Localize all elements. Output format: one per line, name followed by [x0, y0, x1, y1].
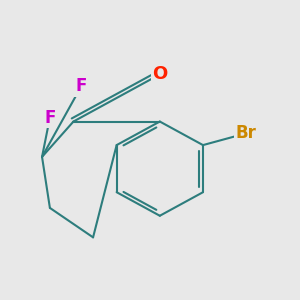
Text: F: F	[44, 109, 56, 127]
Text: F: F	[76, 77, 87, 95]
Text: O: O	[152, 65, 167, 83]
Text: Br: Br	[236, 124, 256, 142]
